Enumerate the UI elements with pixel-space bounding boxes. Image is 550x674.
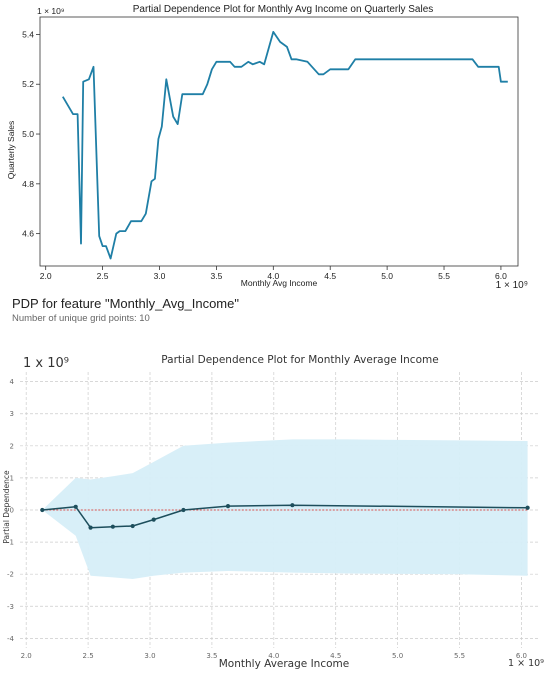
pdp-line: [42, 504, 528, 529]
x-tick-label: 5.5: [438, 271, 450, 281]
y-tick-label: 4: [10, 378, 15, 386]
y-tick-label: 5.2: [22, 79, 34, 89]
x-tick-label: 4.0: [268, 652, 279, 660]
x-axis-label: Monthly Avg Income: [241, 278, 318, 288]
chart-quarterly-sales: 2.0 2.5 3.0 3.5 4.0 4.5 5.0 5.5 6.0 4.6 4.8 5.0 5.2 5…: [6, 4, 528, 291]
x-tick-label: 5.5: [454, 652, 465, 660]
x-scale-label: 1 × 10⁹: [496, 280, 528, 291]
y-tick-label: 3: [10, 410, 14, 418]
x-tick-label: 3.0: [154, 271, 166, 281]
pdp-point: [181, 507, 186, 513]
x-tick-label: 4.0: [267, 271, 279, 281]
y-tick-label: -1: [7, 539, 14, 547]
y-tick-label: 5.4: [22, 29, 34, 39]
x-tick-label: 2.5: [97, 271, 109, 281]
pdp-point: [130, 523, 135, 529]
x-tick-label: 5.0: [381, 271, 393, 281]
y-tick-label: 4.8: [22, 179, 34, 189]
pdp-point: [110, 524, 115, 529]
plot-frame: [39, 16, 519, 267]
y-tick-label: 2: [10, 442, 14, 450]
x-tick-label: 2.0: [21, 652, 32, 660]
y-tick-label: 1: [10, 474, 14, 482]
x-tick-label: 2.5: [83, 652, 94, 660]
chart-title: Partial Dependence Plot for Monthly Aver…: [161, 354, 438, 366]
y-tick-label: 4.6: [22, 229, 34, 239]
x-tick-label: 4.5: [324, 271, 336, 281]
pdp-point: [525, 505, 530, 510]
x-tick-label: 5.0: [392, 652, 403, 660]
x-tick-label: 6.0: [495, 271, 507, 281]
grid-points-note: Number of unique grid points: 10: [12, 313, 150, 324]
pdp-feature-heading: PDP for feature "Monthly_Avg_Income": [12, 296, 239, 311]
x-tick-label: 3.5: [210, 271, 222, 281]
series-line: [62, 31, 508, 260]
pdp-point: [290, 503, 295, 508]
y-tick-label: 5.0: [22, 129, 34, 139]
x-scale-label: 1 × 10⁹: [508, 658, 544, 669]
y-axis-label: Partial Dependence: [2, 470, 11, 544]
pdp-point: [151, 517, 156, 522]
pdp-point: [225, 504, 231, 509]
y-axis-label: Quarterly Sales: [6, 121, 16, 180]
y-tick-label: 0: [10, 507, 14, 515]
y-tick-label: -3: [7, 603, 14, 611]
x-tick-label: 4.5: [330, 652, 341, 660]
x-axis-label: Monthly Average Income: [219, 658, 349, 670]
y-tick-label: -4: [7, 635, 15, 643]
chart-partial-dependence: 2.0 2.5 3.0 3.5 4.0 4.5 5.0 5.5 6.0 4 3 2 1 0 -1 -2 -3 -4…: [2, 354, 544, 670]
pdp-point: [88, 525, 93, 530]
x-tick-label: 6.0: [516, 652, 527, 660]
x-tick-label: 3.0: [144, 652, 155, 660]
y-tick-label: -2: [7, 571, 14, 579]
pdp-point: [73, 504, 78, 509]
y-scale-label: 1 x 10⁹: [23, 356, 69, 371]
pdp-point: [40, 507, 45, 513]
y-scale-label: 1 × 10⁹: [37, 6, 65, 16]
confidence-band: [42, 439, 528, 579]
x-tick-label: 2.0: [40, 271, 52, 281]
chart-title: Partial Dependence Plot for Monthly Avg …: [133, 4, 434, 15]
x-tick-label: 3.5: [206, 652, 217, 660]
